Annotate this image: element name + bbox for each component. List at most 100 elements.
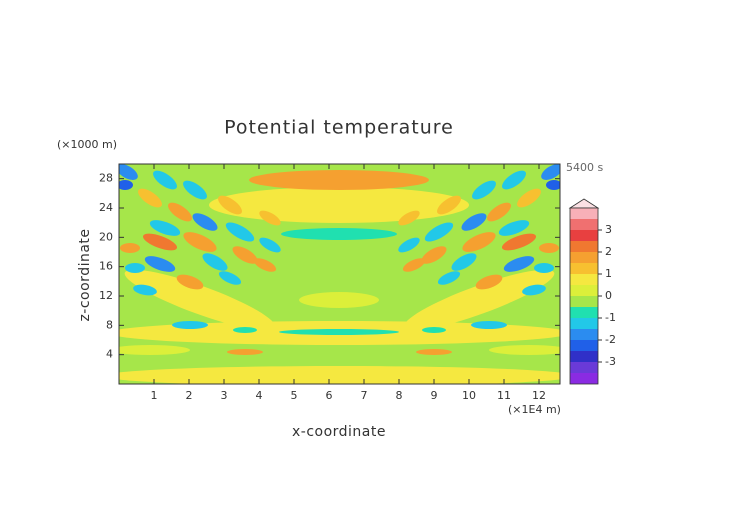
contour-fill — [142, 233, 178, 251]
contour-fill — [475, 274, 503, 290]
x-tick-label: 8 — [396, 389, 403, 402]
contour-fill — [539, 243, 559, 253]
y-unit: (×1000 m) — [57, 138, 117, 151]
x-tick-label: 5 — [291, 389, 298, 402]
contour-fill — [183, 180, 207, 200]
contour-fill — [133, 284, 157, 296]
colorbar-band — [570, 252, 598, 263]
colorbar-band — [570, 263, 598, 274]
colorbar-tick-label: -2 — [605, 333, 616, 346]
contour-fill — [451, 253, 477, 271]
colorbar-band — [570, 208, 598, 219]
colorbar-tick-label: 3 — [605, 223, 612, 236]
colorbar-tick-label: 2 — [605, 245, 612, 258]
contour-fill — [225, 222, 255, 242]
y-tick-label: 20 — [99, 230, 113, 243]
x-unit: (×1E4 m) — [508, 403, 561, 416]
x-tick-label: 1 — [151, 389, 158, 402]
colorbar-tick-label: 0 — [605, 289, 612, 302]
contour-fill — [472, 180, 496, 200]
contour-fill — [471, 321, 507, 329]
y-tick-label: 8 — [106, 318, 113, 331]
contour-fill — [124, 269, 276, 331]
y-tick-label: 4 — [106, 348, 113, 361]
contour-fill — [253, 258, 277, 272]
contour-fill — [299, 292, 379, 308]
contour-field — [119, 164, 560, 384]
contour-fill — [502, 170, 526, 190]
contour-fill — [398, 237, 420, 253]
x-tick-label: 4 — [256, 389, 263, 402]
x-tick-label: 12 — [532, 389, 546, 402]
contour-fill — [209, 187, 469, 223]
contour-fill — [437, 195, 461, 215]
contour-fill — [534, 263, 554, 273]
contour-fill — [138, 188, 162, 208]
y-axis-label: z-coordinate — [77, 228, 93, 321]
contour-fill — [279, 329, 399, 335]
contour-fill — [149, 220, 181, 236]
contour-fill — [183, 232, 217, 252]
x-tick-label: 6 — [326, 389, 333, 402]
colorbar-extension — [568, 198, 600, 209]
contour-fill — [541, 164, 560, 180]
contour-fill — [119, 164, 138, 180]
colorbar-band — [570, 351, 598, 362]
contour-fill — [498, 220, 530, 236]
contour-fill — [461, 213, 487, 231]
contour-fill — [119, 366, 560, 384]
y-tick-label: 16 — [99, 260, 113, 273]
x-tick-label: 10 — [462, 389, 476, 402]
contour-fill — [125, 263, 145, 273]
colorbar-band — [570, 307, 598, 318]
contour-fill — [218, 271, 242, 285]
contour-fill — [546, 180, 560, 190]
x-axis-label: x-coordinate — [292, 424, 386, 440]
contour-fill — [233, 327, 257, 333]
colorbar-band — [570, 340, 598, 351]
contour-fill — [153, 170, 177, 190]
colorbar-band — [570, 373, 598, 384]
contour-fill — [119, 345, 190, 355]
contour-fill — [218, 195, 242, 215]
plot-frame — [118, 163, 561, 385]
contour-fill — [172, 321, 208, 329]
colorbar-band — [570, 296, 598, 307]
contour-fill — [176, 274, 204, 290]
colorbar-band — [570, 241, 598, 252]
colorbar-band — [570, 230, 598, 241]
colorbar-tick-label: -3 — [605, 355, 616, 368]
contour-fill — [192, 213, 218, 231]
colorbar-band — [570, 329, 598, 340]
y-tick-label: 12 — [99, 289, 113, 302]
contour-fill — [232, 246, 258, 264]
contour-fill — [168, 202, 192, 222]
contour-fill — [501, 233, 537, 251]
colorbar-band — [570, 285, 598, 296]
contour-fill — [421, 246, 447, 264]
contour-fill — [227, 349, 263, 355]
contour-fill — [503, 256, 535, 272]
x-tick-label: 11 — [497, 389, 511, 402]
y-tick-label: 24 — [99, 201, 113, 214]
contour-fill — [398, 210, 420, 226]
x-tick-label: 2 — [186, 389, 193, 402]
contour-fill — [403, 269, 555, 331]
contour-fill — [517, 188, 541, 208]
contour-fill — [202, 253, 228, 271]
contour-fill — [249, 170, 429, 190]
x-tick-label: 3 — [221, 389, 228, 402]
contour-fill — [281, 228, 397, 240]
colorbar-band — [570, 219, 598, 230]
colorbar-tick-label: -1 — [605, 311, 616, 324]
x-tick-label: 7 — [361, 389, 368, 402]
contour-fill — [462, 232, 496, 252]
contour-fill — [259, 237, 281, 253]
contour-fill — [119, 180, 133, 190]
contour-fill — [402, 258, 426, 272]
time-label: 5400 s — [566, 161, 603, 174]
colorbar-band — [570, 318, 598, 329]
y-tick-label: 28 — [99, 172, 113, 185]
x-tick-label: 9 — [431, 389, 438, 402]
